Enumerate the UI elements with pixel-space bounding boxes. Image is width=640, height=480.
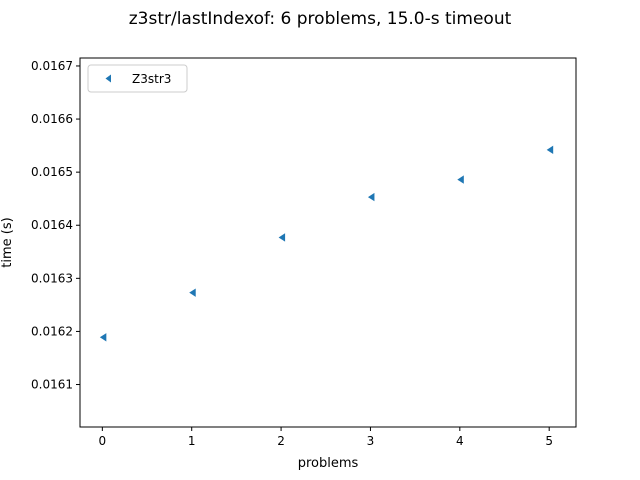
x-axis-label: problems: [298, 456, 359, 471]
y-tick-label: 0.0167: [31, 59, 73, 73]
data-point: [278, 233, 286, 242]
legend-label-z3str3: Z3str3: [132, 72, 171, 86]
y-tick-label: 0.0162: [31, 324, 73, 338]
data-point: [367, 192, 375, 202]
y-tick-label: 0.0164: [31, 218, 73, 232]
x-tick-label: 2: [277, 434, 285, 448]
y-tick-label: 0.0166: [31, 112, 73, 126]
y-axis-ticks: 0.0161 0.0162 0.0163 0.0164 0.0165 0.0166 0.01…: [31, 59, 80, 392]
x-axis-ticks: 0 1 2 3 4 5: [99, 427, 553, 448]
legend: Z3str3: [87, 64, 188, 93]
data-point: [99, 333, 107, 342]
x-tick-label: 3: [367, 434, 375, 448]
legend-box: [87, 64, 188, 93]
y-tick-label: 0.0165: [31, 165, 73, 179]
plot-area: [79, 57, 577, 428]
y-tick-label: 0.0163: [31, 271, 73, 285]
x-tick-label: 5: [545, 434, 553, 448]
y-axis-label: time (s): [0, 217, 15, 267]
chart-title: z3str/lastIndexof: 6 problems, 15.0-s ti…: [129, 9, 512, 29]
data-points: [99, 145, 554, 342]
x-tick-label: 0: [99, 434, 107, 448]
data-point: [189, 288, 196, 297]
y-tick-label: 0.0161: [31, 378, 73, 392]
legend-marker-triangle-left-icon: [105, 74, 111, 83]
x-tick-label: 4: [456, 434, 464, 448]
x-tick-label: 1: [188, 434, 196, 448]
data-point: [546, 145, 554, 155]
data-point: [457, 175, 464, 184]
